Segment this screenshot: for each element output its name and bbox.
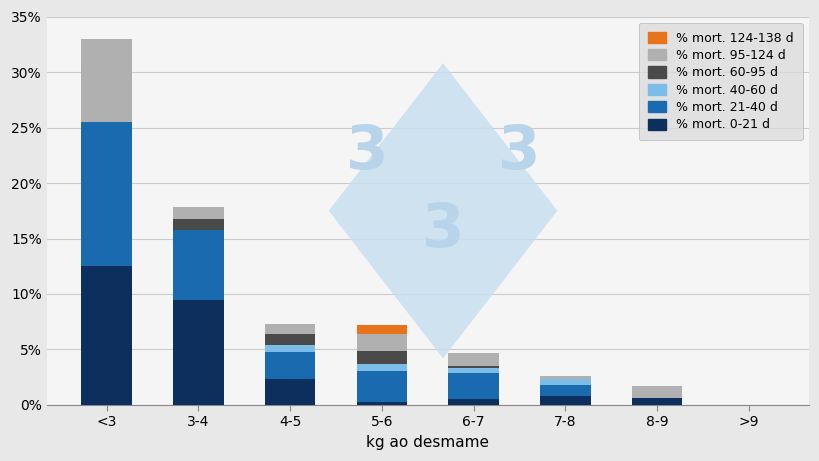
Text: 3: 3 [421, 201, 464, 260]
Bar [173, 207, 224, 219]
Bar [356, 325, 407, 334]
Bar [540, 385, 590, 396]
Bar [265, 324, 315, 334]
Bar [81, 266, 132, 405]
Bar [356, 364, 407, 371]
Bar [540, 396, 590, 405]
Bar [173, 230, 224, 300]
Bar [540, 379, 590, 385]
Bar [265, 345, 315, 352]
Bar [265, 379, 315, 405]
Bar [448, 366, 498, 368]
Bar [448, 373, 498, 399]
Bar [448, 353, 498, 366]
Bar [81, 39, 132, 122]
Bar [356, 350, 407, 364]
X-axis label: kg ao desmame: kg ao desmame [366, 435, 489, 450]
Bar [173, 219, 224, 230]
Bar [631, 398, 681, 405]
Bar [265, 352, 315, 379]
Legend: % mort. 124-138 d, % mort. 95-124 d, % mort. 60-95 d, % mort. 40-60 d, % mort. 2: % mort. 124-138 d, % mort. 95-124 d, % m… [638, 23, 802, 140]
Bar [631, 386, 681, 398]
Bar [540, 376, 590, 379]
Bar [356, 402, 407, 405]
Bar [448, 368, 498, 373]
Bar [265, 334, 315, 345]
Bar [356, 371, 407, 402]
Text: 3: 3 [497, 123, 540, 182]
Polygon shape [328, 63, 557, 358]
Bar [356, 334, 407, 350]
Bar [81, 122, 132, 266]
Bar [173, 300, 224, 405]
Text: 3: 3 [345, 123, 387, 182]
Bar [448, 399, 498, 405]
